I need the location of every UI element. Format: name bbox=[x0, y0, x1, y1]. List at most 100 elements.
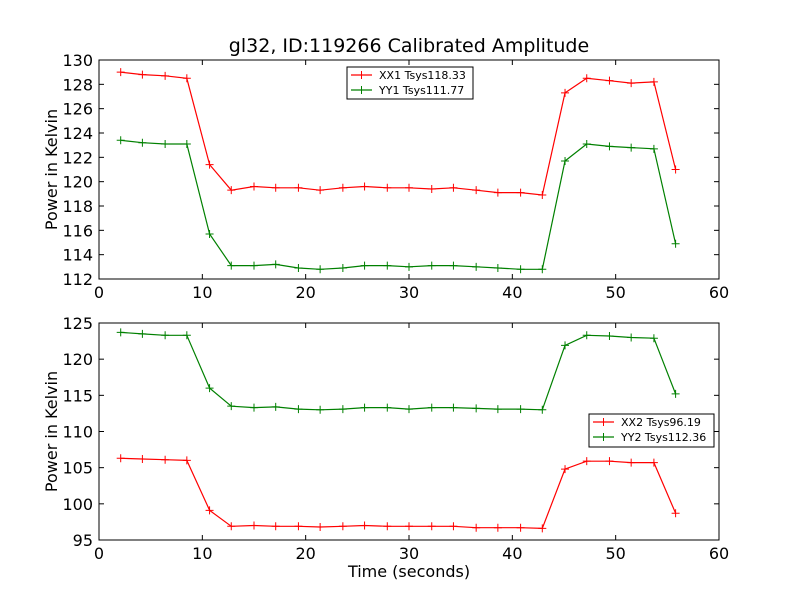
chart-1-series-1-point bbox=[427, 184, 436, 193]
chart-1-series-1-point bbox=[582, 74, 591, 83]
chart-2-series-1-point bbox=[271, 522, 280, 531]
chart-2-series-1-point bbox=[627, 458, 636, 467]
chart-2-series-1-line bbox=[120, 457, 677, 530]
chart-1-y-tick-label: 116 bbox=[62, 221, 93, 240]
chart-2-series-2-point bbox=[582, 331, 591, 340]
chart-1-series-2-point bbox=[250, 261, 258, 270]
chart-1-x-tick-label: 60 bbox=[709, 283, 729, 302]
chart-1-series-2-point bbox=[605, 142, 614, 151]
chart-1-series-1-point bbox=[360, 182, 369, 191]
chart-1-y-tick-label: 112 bbox=[62, 270, 93, 289]
chart-1-series-1-point bbox=[383, 183, 392, 192]
chart-2-series-2-point bbox=[449, 403, 458, 412]
chart-2-x-tick-label: 60 bbox=[709, 544, 729, 563]
chart-2-y-tick-label: 125 bbox=[62, 314, 93, 333]
chart-1-series-1-line bbox=[120, 71, 677, 196]
chart-2-series-1-point bbox=[294, 522, 303, 531]
chart-2-x-axis-label: Time (seconds) bbox=[347, 562, 470, 581]
chart-1-series-1-point bbox=[271, 183, 280, 192]
chart-1-series-2-point bbox=[561, 156, 570, 165]
chart-1-series-1-point bbox=[605, 76, 614, 85]
chart-2-series-2-point bbox=[138, 329, 147, 338]
chart-2-x-tick-label: 30 bbox=[399, 544, 419, 563]
chart-2-series-1-point bbox=[316, 522, 325, 531]
chart-2-y-tick-label: 105 bbox=[62, 459, 93, 478]
chart-2-series-1-point bbox=[427, 522, 436, 531]
chart-1-x-tick-label: 10 bbox=[192, 283, 212, 302]
chart-2-series-1-point bbox=[116, 454, 125, 463]
chart-1-series-2-point bbox=[360, 261, 369, 270]
chart-2-legend-marker-2 bbox=[599, 433, 608, 441]
chart-1-series-2-point bbox=[316, 265, 325, 274]
chart-2-series-2-point bbox=[360, 403, 369, 412]
chart-2-series-1-point bbox=[582, 457, 591, 466]
chart-2-y-axis-label: Power in Kelvin bbox=[42, 371, 61, 492]
chart-2-series-1-point bbox=[516, 523, 525, 532]
chart-2-x-tick-label: 40 bbox=[502, 544, 522, 563]
chart-1-series-2-point bbox=[161, 139, 170, 148]
chart-2-series-1-point bbox=[649, 458, 658, 467]
chart-2-series-2-point bbox=[316, 405, 325, 414]
chart-1-series-1-point bbox=[205, 160, 214, 169]
chart-1-y-tick-label: 114 bbox=[62, 246, 93, 265]
chart-2-series-2-point bbox=[627, 333, 636, 342]
chart-1-series-2-point bbox=[582, 139, 591, 148]
chart-2-series-2-point bbox=[605, 332, 614, 341]
chart-2-series-1-point bbox=[493, 523, 502, 532]
chart-1-series-1-point bbox=[161, 71, 170, 80]
chart-2-y-tick-label: 95 bbox=[73, 531, 93, 550]
chart-2-series-2-point bbox=[294, 405, 303, 414]
chart-1-series-2-point bbox=[649, 144, 658, 153]
chart-1-y-axis-label: Power in Kelvin bbox=[42, 109, 61, 230]
chart-2-series-1-point bbox=[561, 465, 570, 474]
chart-1-series-2-point bbox=[671, 239, 680, 248]
chart-2-series-2-point bbox=[493, 405, 502, 414]
chart-1-y-tick-label: 130 bbox=[62, 51, 93, 70]
chart-2-series-1-point bbox=[161, 455, 170, 464]
chart-1-series-1-point bbox=[182, 74, 191, 83]
chart-1-series-1-point bbox=[472, 186, 481, 195]
chart-1-series-2-point bbox=[449, 261, 458, 270]
chart-2-series-1-point bbox=[405, 522, 413, 531]
chart-2-group: 0 10 20 30 40 50 60 95 100 105 110 115 120 125 Power i… bbox=[42, 314, 729, 581]
chart-1-series-2-point bbox=[383, 261, 392, 270]
chart-2-series-1-point bbox=[250, 521, 258, 530]
chart-1-legend-marker-2 bbox=[357, 86, 366, 94]
chart-2-series-2-point bbox=[338, 405, 347, 414]
chart-1-series-2-point bbox=[138, 138, 147, 147]
chart-1-series-1-point bbox=[627, 79, 636, 88]
chart-2-series-2-point bbox=[516, 405, 525, 414]
chart-2-series-2-point bbox=[561, 341, 570, 350]
chart-1-series-1-point bbox=[316, 186, 325, 195]
chart-1-series-1-point bbox=[227, 186, 236, 195]
chart-2-series-2-point bbox=[205, 384, 214, 393]
chart-1-series-2-point bbox=[405, 262, 413, 271]
chart-1-group: gl32, ID:119266 Calibrated Amplitude 0 10 2… bbox=[42, 35, 729, 302]
chart-1-series-2-point bbox=[271, 260, 280, 269]
chart-2-series-1-point bbox=[605, 457, 614, 466]
chart-2-y-tick-label: 100 bbox=[62, 495, 93, 514]
chart-2-series-1-point bbox=[671, 509, 680, 518]
chart-2-series-1-point bbox=[138, 454, 147, 463]
chart-2-legend-marker-1 bbox=[599, 418, 608, 426]
chart-1-series-1-point bbox=[449, 183, 458, 192]
chart-2-series-2-point bbox=[383, 403, 392, 412]
chart-1-series-1-point bbox=[516, 188, 525, 197]
chart-1-y-tick-label: 120 bbox=[62, 173, 93, 192]
chart-1-series-2-point bbox=[427, 261, 436, 270]
chart-1-title: gl32, ID:119266 Calibrated Amplitude bbox=[229, 35, 589, 57]
chart-2-series-2-line bbox=[120, 331, 677, 411]
chart-1-series-2-line bbox=[120, 139, 677, 270]
chart-2-x-tick-label: 50 bbox=[605, 544, 625, 563]
chart-2-series-1-point bbox=[383, 522, 392, 531]
chart-1-series-2-point bbox=[538, 265, 547, 274]
chart-2-series-2-point bbox=[227, 402, 236, 411]
chart-1-y-tick-label: 124 bbox=[62, 124, 93, 143]
chart-2-series-1-point bbox=[538, 524, 547, 533]
chart-1-series-1-point bbox=[561, 88, 570, 97]
chart-1-series-1-point bbox=[538, 191, 547, 200]
chart-2-x-tick-label: 20 bbox=[295, 544, 315, 563]
chart-1-series-1-point bbox=[493, 188, 502, 197]
chart-1-series-2-point bbox=[116, 136, 125, 145]
chart-1-y-tick-label: 122 bbox=[62, 148, 93, 167]
